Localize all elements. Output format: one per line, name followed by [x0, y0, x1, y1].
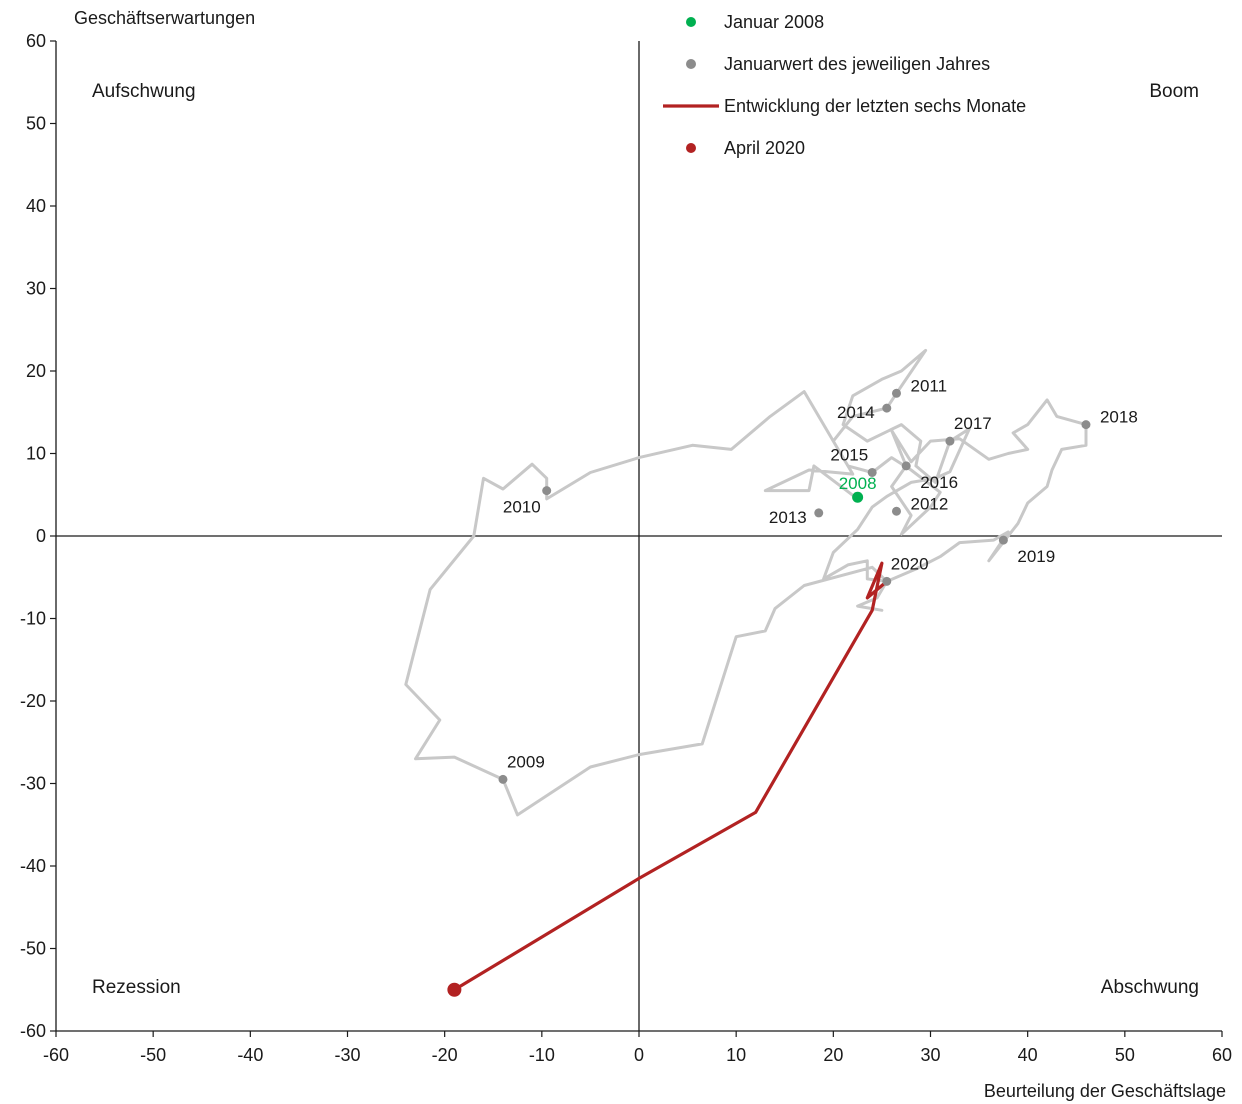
x-tick-label: 30	[920, 1045, 940, 1065]
quadrant-label-abschwung: Abschwung	[1101, 977, 1199, 998]
year-label-2015: 2015	[830, 445, 868, 464]
y-tick-label: -40	[20, 856, 46, 876]
year-label-2017: 2017	[954, 414, 992, 433]
y-tick-label: 10	[26, 444, 46, 464]
y-axis-title: Geschäftserwartungen	[74, 8, 255, 28]
series-layer	[404, 348, 1088, 992]
quadrant-label-boom: Boom	[1149, 81, 1199, 102]
year-label-2009: 2009	[507, 752, 545, 771]
quadrant-labels: Aufschwung Boom Rezession Abschwung	[92, 81, 1199, 998]
legend-label-january: Januarwert des jeweiligen Jahres	[724, 54, 990, 74]
legend-symbol-january	[686, 59, 696, 69]
y-tick-label: -30	[20, 774, 46, 794]
year-label-2018: 2018	[1100, 408, 1138, 427]
quadrant-label-aufschwung: Aufschwung	[92, 81, 196, 102]
year-point-2018	[1081, 420, 1091, 430]
points-layer: 2008 2009 2010 2011 2012 2013 2014 2015 2016 2017…	[447, 376, 1138, 997]
x-tick-label: -20	[432, 1045, 458, 1065]
year-point-2009	[498, 774, 508, 784]
year-point-2014	[882, 403, 892, 413]
year-label-2010: 2010	[503, 498, 541, 517]
series-line-recent	[452, 561, 889, 992]
year-point-2017	[945, 436, 955, 446]
legend-label-latest: April 2020	[724, 138, 805, 158]
year-point-2012	[891, 506, 901, 516]
latest-point	[447, 982, 462, 997]
year-point-2015	[867, 467, 877, 477]
x-tick-label: -40	[237, 1045, 263, 1065]
legend-symbol-latest	[686, 143, 696, 153]
y-tick-label: 60	[26, 31, 46, 51]
axes: -60 -50 -40 -30 -20 -10 0 10 20 30 40 50 60 -60 -50 -40…	[20, 31, 1232, 1065]
year-point-2008	[852, 491, 864, 503]
legend-label-recent: Entwicklung der letzten sechs Monate	[724, 96, 1026, 116]
year-label-2011: 2011	[910, 376, 947, 395]
year-label-2012: 2012	[910, 494, 948, 513]
x-tick-label: 60	[1212, 1045, 1232, 1065]
x-tick-label: 50	[1115, 1045, 1135, 1065]
y-tick-label: 40	[26, 196, 46, 216]
y-tick-label: 0	[36, 526, 46, 546]
y-tick-label: -50	[20, 939, 46, 959]
series-line-history	[404, 348, 1088, 817]
year-point-2010	[542, 486, 552, 496]
year-point-2011	[891, 388, 901, 398]
x-tick-label: 10	[726, 1045, 746, 1065]
y-tick-label: -60	[20, 1021, 46, 1041]
year-point-2013	[814, 508, 824, 518]
year-label-2016: 2016	[920, 473, 958, 492]
x-tick-label: 40	[1018, 1045, 1038, 1065]
x-axis-title: Beurteilung der Geschäftslage	[984, 1081, 1226, 1101]
year-point-2019	[998, 535, 1008, 545]
y-tick-label: 50	[26, 114, 46, 134]
year-label-2013: 2013	[769, 508, 807, 527]
quadrant-label-rezession: Rezession	[92, 977, 181, 998]
year-label-2008: 2008	[839, 474, 877, 493]
x-tick-label: -60	[43, 1045, 69, 1065]
x-tick-label: 0	[634, 1045, 644, 1065]
x-tick-label: -30	[334, 1045, 360, 1065]
x-tick-label: -50	[140, 1045, 166, 1065]
x-tick-label: 20	[823, 1045, 843, 1065]
legend: Januar 2008 Januarwert des jeweiligen Jah…	[663, 12, 1026, 158]
y-tick-label: 20	[26, 361, 46, 381]
year-label-2019: 2019	[1017, 547, 1055, 566]
year-point-2020	[882, 576, 892, 586]
year-label-2020: 2020	[891, 554, 929, 573]
y-tick-label: -10	[20, 609, 46, 629]
year-point-2016	[901, 461, 911, 471]
legend-label-start: Januar 2008	[724, 12, 824, 32]
y-tick-label: -20	[20, 691, 46, 711]
legend-symbol-start	[686, 17, 696, 27]
year-label-2014: 2014	[837, 403, 875, 422]
y-tick-label: 30	[26, 279, 46, 299]
x-tick-label: -10	[529, 1045, 555, 1065]
